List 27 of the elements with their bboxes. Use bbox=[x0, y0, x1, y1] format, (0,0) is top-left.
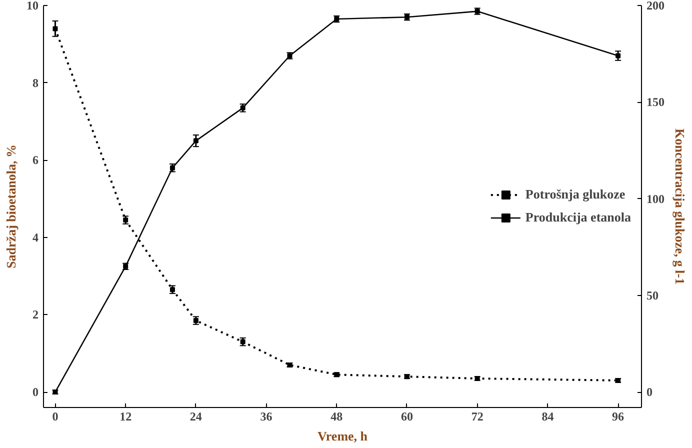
legend-label: Potrošnja glukoze bbox=[525, 186, 626, 202]
y2-tick-label: 200 bbox=[646, 0, 664, 12]
y2-tick-label: 0 bbox=[646, 385, 652, 400]
x-axis-title: Vreme, h bbox=[317, 428, 368, 444]
y2-tick-label: 50 bbox=[646, 288, 658, 302]
y-tick-label: 0 bbox=[32, 385, 38, 400]
y-axis-title: Sadržaj bioetanola, % bbox=[4, 144, 18, 268]
x-tick-label: 12 bbox=[120, 410, 132, 424]
legend-label: Produkcija etanola bbox=[525, 210, 631, 226]
y2-tick-label: 150 bbox=[646, 95, 664, 110]
x-tick-label: 96 bbox=[612, 410, 624, 424]
y-tick-label: 10 bbox=[26, 0, 38, 12]
y-tick-label: 2 bbox=[32, 308, 38, 322]
point bbox=[52, 26, 58, 32]
y2-axis-title: Koncentracija glukoze, g l-1 bbox=[672, 128, 688, 284]
y-tick-label: 8 bbox=[32, 76, 38, 90]
y-tick-label: 4 bbox=[32, 230, 38, 244]
x-tick-label: 60 bbox=[400, 410, 413, 424]
x-tick-label: 0 bbox=[52, 410, 58, 424]
x-tick-label: 36 bbox=[260, 410, 272, 424]
x-tick-label: 24 bbox=[190, 410, 202, 424]
point bbox=[193, 138, 198, 144]
y-tick-label: 6 bbox=[32, 153, 38, 168]
x-tick-label: 48 bbox=[330, 410, 343, 424]
x-tick-label: 72 bbox=[471, 410, 484, 424]
x-tick-label: 84 bbox=[542, 410, 554, 424]
y2-tick-label: 100 bbox=[646, 192, 664, 206]
